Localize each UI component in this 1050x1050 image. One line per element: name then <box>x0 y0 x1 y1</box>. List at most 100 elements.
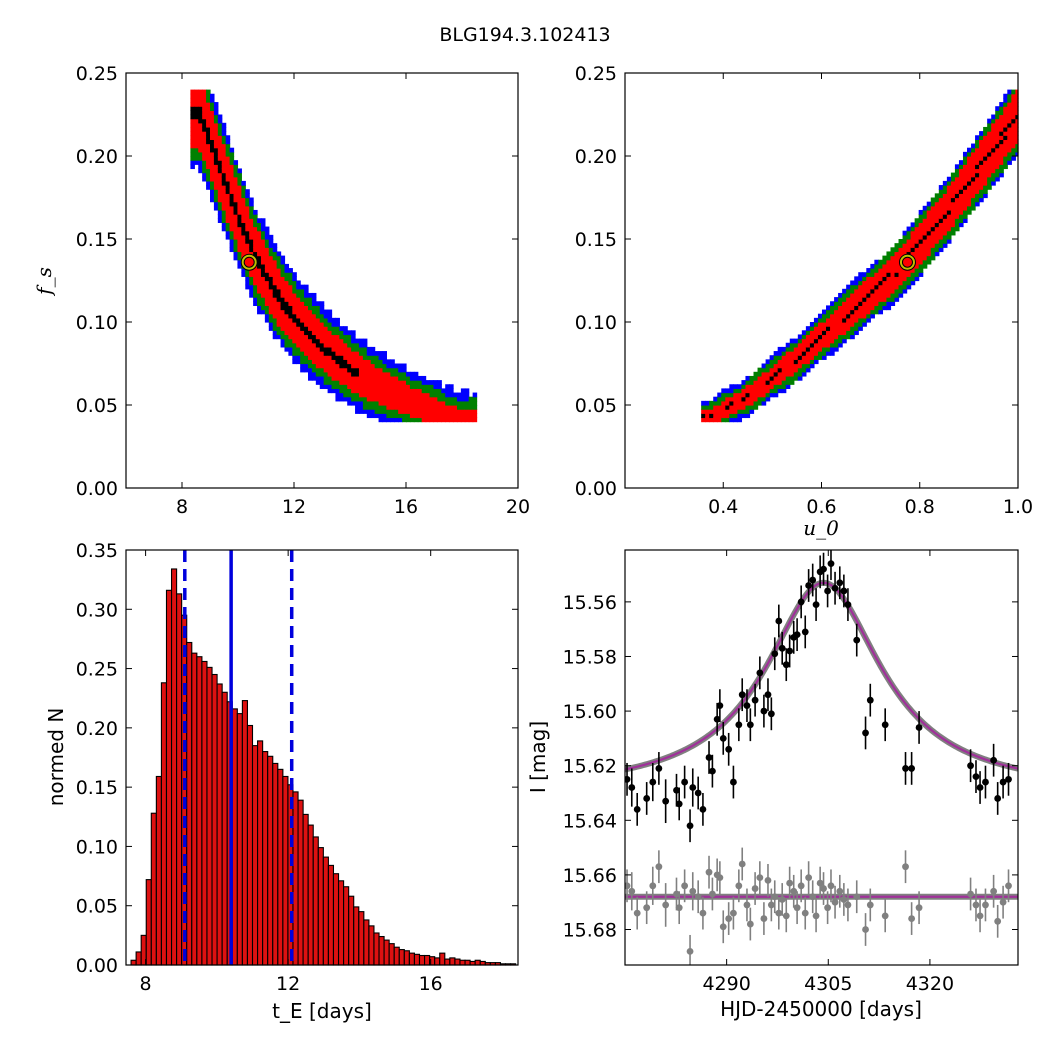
density-cell <box>749 392 755 398</box>
density-cell <box>366 405 372 410</box>
density-cell <box>323 322 329 327</box>
density-cell <box>421 388 427 394</box>
density-cell <box>999 172 1004 178</box>
density-cell <box>339 371 344 377</box>
density-cell <box>709 413 714 419</box>
density-cell <box>793 346 799 352</box>
density-cell <box>433 413 438 419</box>
density-cell <box>930 201 936 207</box>
histogram-bar <box>206 666 213 966</box>
density-cell <box>217 147 223 153</box>
density-cell <box>406 380 411 385</box>
density-cell <box>194 93 199 99</box>
density-cell <box>967 205 972 211</box>
density-cell <box>229 185 235 190</box>
density-cell <box>1003 106 1008 111</box>
density-cell <box>347 384 352 389</box>
density-cell <box>975 143 980 149</box>
light-curve-ylabel: I [mag] <box>526 721 550 793</box>
density-cell <box>962 218 968 223</box>
density-cell <box>300 334 305 340</box>
density-cell <box>229 243 235 248</box>
density-cell <box>421 409 427 414</box>
density-cell <box>229 205 235 211</box>
density-cell <box>253 276 258 282</box>
density-cell <box>296 359 301 365</box>
density-cell <box>221 168 227 174</box>
density-cell <box>797 342 803 348</box>
density-cell <box>914 239 920 244</box>
density-cell <box>390 413 395 419</box>
density-cell <box>198 106 203 111</box>
density-cell <box>809 330 815 336</box>
density-cell <box>355 392 360 398</box>
density-cell <box>406 405 411 410</box>
density-cell <box>878 259 884 265</box>
density-cell <box>846 284 851 290</box>
density-cell <box>276 317 282 323</box>
density-cell <box>284 297 289 302</box>
density-cell <box>975 168 980 174</box>
density-cell <box>210 102 215 107</box>
density-cell <box>402 388 407 394</box>
density-cell <box>402 405 407 410</box>
density-cell <box>914 218 920 223</box>
density-cell <box>213 147 219 153</box>
density-cell <box>987 131 992 136</box>
density-cell <box>217 218 223 223</box>
density-cell <box>315 330 321 336</box>
density-cell <box>991 156 996 161</box>
density-cell <box>1003 160 1008 165</box>
density-cell <box>335 342 340 348</box>
histogram-bar <box>434 957 441 966</box>
density-cell <box>838 309 843 315</box>
density-cell <box>967 209 972 215</box>
density-cell <box>260 255 266 261</box>
density-cell <box>198 131 203 136</box>
density-cell <box>942 214 948 219</box>
density-cell <box>288 346 293 352</box>
density-cell <box>233 234 239 240</box>
density-cell <box>842 330 847 336</box>
density-cell <box>721 409 726 414</box>
residual-point <box>972 901 980 909</box>
density-cell <box>950 218 956 223</box>
data-point <box>827 560 835 568</box>
density-cell <box>777 384 783 389</box>
density-cell <box>425 392 431 398</box>
density-cell <box>288 317 293 323</box>
density-cell <box>995 122 1000 128</box>
data-point <box>625 775 631 783</box>
density-cell <box>311 309 317 315</box>
density-cell <box>890 268 896 273</box>
density-cell <box>906 251 912 257</box>
data-point <box>775 617 783 625</box>
density-cell <box>264 317 270 323</box>
density-cell <box>292 297 297 302</box>
density-cell <box>902 230 908 236</box>
density-cell <box>741 405 747 410</box>
density-cell <box>406 371 411 377</box>
density-cell <box>942 205 948 211</box>
density-cell <box>378 384 384 389</box>
data-point <box>735 721 743 729</box>
density-cell <box>950 185 956 190</box>
density-cell <box>946 239 952 244</box>
density-cell <box>769 380 775 385</box>
density-cell <box>276 326 282 331</box>
density-cell <box>394 375 399 381</box>
density-cell <box>1007 143 1012 149</box>
density-cell <box>449 405 454 410</box>
density-cell <box>386 359 391 365</box>
density-cell <box>198 118 203 124</box>
density-cell <box>789 375 795 381</box>
density-cell <box>950 193 956 199</box>
density-cell <box>866 280 871 286</box>
density-cell <box>229 160 235 165</box>
density-cell <box>433 405 438 410</box>
density-cell <box>217 176 223 182</box>
density-cell <box>805 363 811 369</box>
density-cell <box>406 396 411 402</box>
density-cell <box>206 185 211 190</box>
density-cell <box>315 363 321 369</box>
